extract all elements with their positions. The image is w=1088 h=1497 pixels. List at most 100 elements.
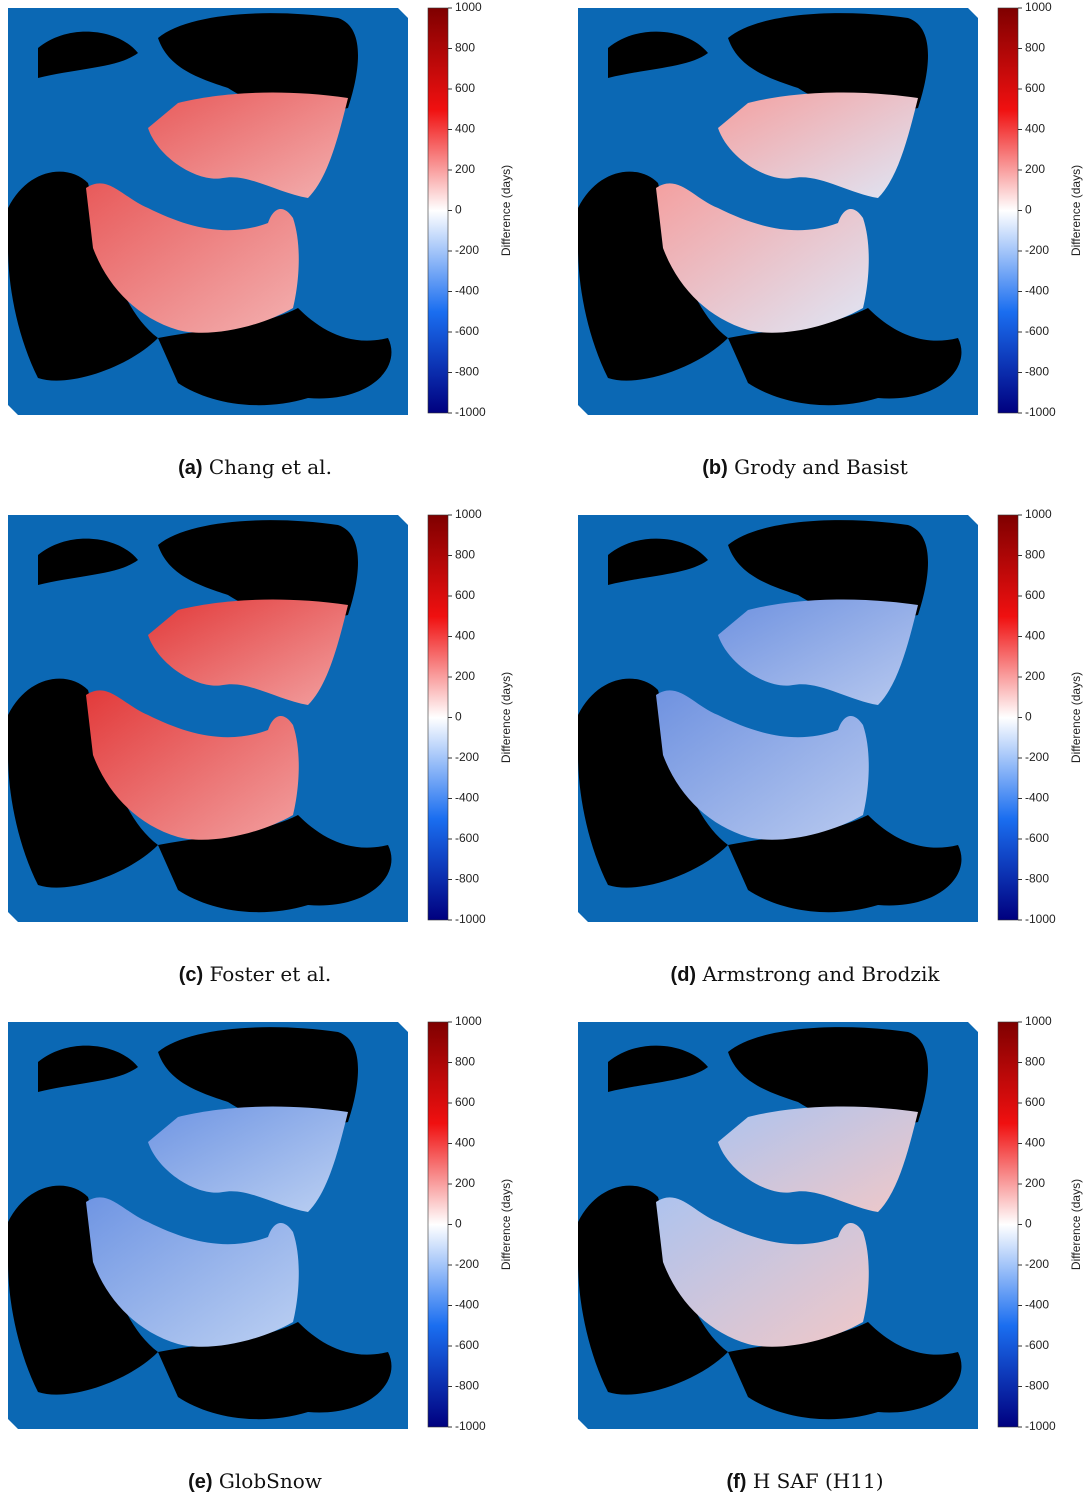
colorbar-tick-label: 1000 bbox=[455, 1014, 482, 1028]
map bbox=[8, 8, 408, 415]
colorbar-tick-label: 400 bbox=[455, 629, 475, 643]
colorbar-label: Difference (days) bbox=[1069, 672, 1083, 763]
caption-label: (c) bbox=[179, 964, 203, 986]
land bbox=[158, 1322, 392, 1420]
caption: (d) Armstrong and Brodzik bbox=[671, 962, 941, 986]
map bbox=[578, 8, 978, 415]
colorbar-tick-label: -800 bbox=[455, 872, 479, 886]
map bbox=[578, 1022, 978, 1429]
colorbar-label: Difference (days) bbox=[1069, 165, 1083, 256]
colorbar-tick-label: -800 bbox=[1025, 365, 1049, 379]
colorbar-tick-label: -1000 bbox=[1025, 912, 1056, 926]
colorbar-tick-label: 1000 bbox=[1025, 1014, 1052, 1028]
land bbox=[608, 31, 708, 79]
colorbar-tick-label: 400 bbox=[455, 122, 475, 136]
colorbar-tick-label: -400 bbox=[1025, 1298, 1049, 1312]
colorbar-tick-label: -200 bbox=[1025, 1257, 1049, 1271]
colorbar-tick-label: -800 bbox=[455, 1379, 479, 1393]
colorbar-tick-label: 1000 bbox=[1025, 507, 1052, 521]
panel: 1000 800 600 400 200 0 -200 -400 -600 -800 -1000 Di… bbox=[8, 507, 513, 986]
land bbox=[38, 31, 138, 79]
colorbar-tick-label: -1000 bbox=[455, 405, 486, 419]
colorbar-tick-label: -600 bbox=[1025, 831, 1049, 845]
land bbox=[578, 678, 728, 888]
colorbar-tick-label: 0 bbox=[455, 1217, 462, 1231]
caption: (f) H SAF (H11) bbox=[726, 1469, 883, 1493]
colorbar-tick-label: -800 bbox=[1025, 1379, 1049, 1393]
snow-region bbox=[718, 1106, 918, 1212]
colorbar-tick-label: 400 bbox=[455, 1136, 475, 1150]
colorbar-tick-label: -200 bbox=[455, 243, 479, 257]
snow-region bbox=[148, 599, 348, 705]
land bbox=[158, 308, 392, 406]
caption: (c) Foster et al. bbox=[179, 962, 332, 986]
colorbar-tick-label: 200 bbox=[455, 162, 475, 176]
colorbar-tick-label: 600 bbox=[455, 1095, 475, 1109]
map bbox=[8, 515, 408, 922]
colorbar-tick-label: -400 bbox=[455, 1298, 479, 1312]
colorbar-tick-label: 200 bbox=[1025, 669, 1045, 683]
colorbar-label: Difference (days) bbox=[1069, 1179, 1083, 1270]
colorbar-tick-label: -400 bbox=[1025, 284, 1049, 298]
colorbar-tick-label: 600 bbox=[1025, 81, 1045, 95]
land bbox=[728, 815, 962, 913]
snow-region bbox=[86, 1197, 299, 1347]
caption-text: H SAF (H11) bbox=[753, 1469, 884, 1493]
map bbox=[578, 515, 978, 922]
colorbar-tick-label: 0 bbox=[1025, 203, 1032, 217]
colorbar-tick-label: 600 bbox=[455, 81, 475, 95]
caption: (b) Grody and Basist bbox=[702, 455, 908, 479]
colorbar-tick-label: 800 bbox=[455, 1055, 475, 1069]
colorbar bbox=[427, 7, 449, 414]
colorbar-tick-label: -600 bbox=[1025, 1338, 1049, 1352]
land bbox=[578, 171, 728, 381]
colorbar-tick-label: 200 bbox=[455, 669, 475, 683]
caption: (e) GlobSnow bbox=[188, 1469, 322, 1493]
colorbar-tick-label: 0 bbox=[455, 710, 462, 724]
colorbar-tick-label: 800 bbox=[1025, 41, 1045, 55]
caption-text: GlobSnow bbox=[219, 1469, 322, 1493]
colorbar-tick-label: 1000 bbox=[455, 0, 482, 14]
colorbar-tick-label: -600 bbox=[455, 831, 479, 845]
colorbar bbox=[997, 7, 1019, 414]
land bbox=[158, 815, 392, 913]
colorbar bbox=[997, 1021, 1019, 1428]
caption-label: (f) bbox=[726, 1471, 746, 1493]
caption: (a) Chang et al. bbox=[178, 455, 332, 479]
panel: 1000 800 600 400 200 0 -200 -400 -600 -800 -1000 Di… bbox=[578, 1014, 1083, 1493]
colorbar-tick-label: -600 bbox=[1025, 324, 1049, 338]
snow-region bbox=[86, 183, 299, 333]
colorbar-tick-label: -200 bbox=[455, 750, 479, 764]
caption-text: Foster et al. bbox=[210, 962, 332, 986]
land bbox=[8, 1185, 158, 1395]
colorbar-tick-label: 0 bbox=[1025, 1217, 1032, 1231]
panel: 1000 800 600 400 200 0 -200 -400 -600 -800 -1000 Di… bbox=[8, 0, 513, 479]
land bbox=[158, 520, 358, 619]
caption-label: (d) bbox=[671, 964, 697, 986]
colorbar-tick-label: -200 bbox=[1025, 243, 1049, 257]
colorbar-tick-label: 200 bbox=[1025, 1176, 1045, 1190]
caption-label: (b) bbox=[702, 457, 728, 479]
caption-label: (e) bbox=[188, 1471, 212, 1493]
colorbar-tick-label: 600 bbox=[1025, 588, 1045, 602]
colorbar-tick-label: 400 bbox=[1025, 629, 1045, 643]
colorbar-tick-label: -600 bbox=[455, 1338, 479, 1352]
caption-text: Chang et al. bbox=[209, 455, 332, 479]
colorbar-tick-label: 0 bbox=[455, 203, 462, 217]
snow-region bbox=[148, 1106, 348, 1212]
snow-region bbox=[718, 92, 918, 198]
land bbox=[608, 538, 708, 585]
land bbox=[8, 171, 158, 381]
snow-region bbox=[86, 690, 299, 840]
colorbar-label: Difference (days) bbox=[499, 672, 513, 763]
land bbox=[728, 520, 928, 619]
snow-region bbox=[656, 1197, 869, 1347]
snow-region bbox=[718, 599, 918, 705]
colorbar-tick-label: 1000 bbox=[455, 507, 482, 521]
colorbar-tick-label: -1000 bbox=[455, 912, 486, 926]
snow-region bbox=[656, 690, 869, 840]
colorbar-tick-label: 1000 bbox=[1025, 0, 1052, 14]
colorbar-tick-label: 200 bbox=[455, 1176, 475, 1190]
